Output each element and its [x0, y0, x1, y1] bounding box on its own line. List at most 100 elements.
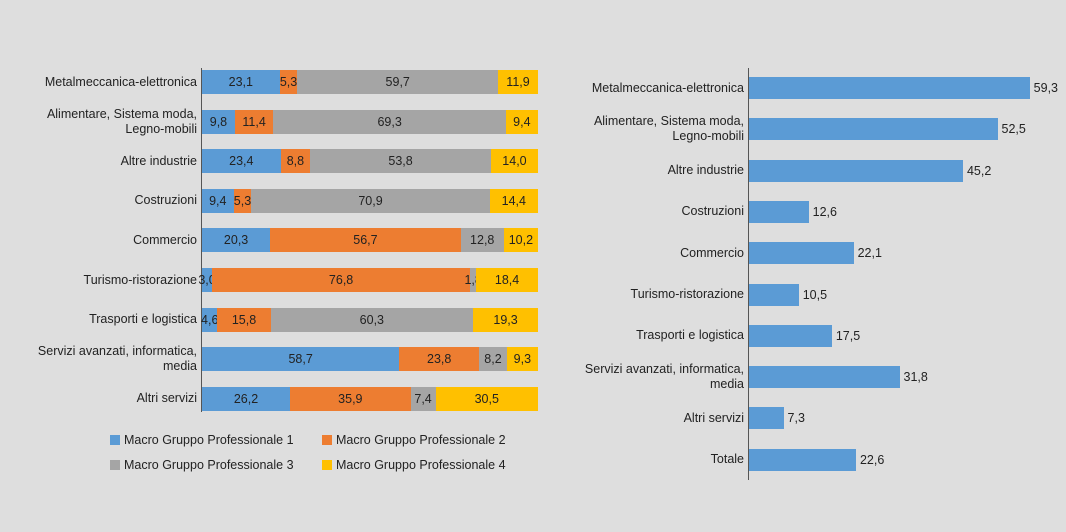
value-label: 4,6 [201, 312, 219, 327]
value-label: 76,8 [328, 273, 354, 287]
category-label: Altri servizi [136, 391, 197, 406]
bar-segment [473, 307, 538, 332]
legend-label: Macro Gruppo Professionale 3 [124, 458, 294, 472]
bar-segment [410, 386, 436, 411]
category-label: Altri servizi [683, 410, 744, 425]
bar-segment [280, 149, 311, 174]
bar [749, 448, 856, 471]
value-label: 10,5 [802, 287, 828, 302]
bar [749, 159, 963, 182]
bar-segment [479, 347, 507, 372]
legend-swatch [110, 435, 120, 445]
bar-segment [212, 268, 471, 292]
value-label: 23,1 [228, 75, 253, 89]
bar-segment [202, 70, 280, 94]
legend-swatch [322, 435, 332, 445]
bar [749, 242, 854, 265]
value-label: 5,3 [233, 193, 252, 208]
value-label: 15,8 [231, 312, 257, 327]
value-label: 17,5 [835, 328, 861, 343]
category-label: Alimentare, Sistema moda, Legno-mobili [46, 106, 197, 136]
legend-swatch [110, 460, 120, 470]
bar-segment [506, 109, 538, 134]
bar [749, 118, 998, 141]
category-label: Commercio [133, 232, 197, 247]
value-label: 8,2 [484, 352, 502, 367]
category-label: Turismo-ristorazione [630, 287, 744, 301]
value-label: 30,5 [474, 391, 499, 406]
value-label: 7,3 [787, 411, 805, 426]
bar [749, 407, 784, 430]
value-label: 12,6 [812, 204, 837, 219]
bar-segment [202, 347, 400, 372]
bar-segment [217, 307, 271, 332]
bar-segment [470, 268, 477, 292]
category-label: Servizi avanzati, informatica, media [584, 362, 744, 392]
value-label: 11,9 [506, 75, 530, 89]
value-label: 5,3 [279, 75, 298, 89]
category-label: Trasporti e logistica [636, 328, 744, 343]
category-label: Alimentare, Sistema moda, Legno-mobili [593, 114, 744, 144]
bar-segment [476, 268, 538, 292]
bar-segment [202, 109, 235, 134]
bar-segment [234, 109, 274, 134]
bar-segment [506, 347, 538, 372]
value-label: 9,4 [513, 114, 531, 129]
value-label: 14,4 [501, 193, 526, 208]
legend-label: Macro Gruppo Professionale 4 [336, 458, 506, 472]
value-label: 69,3 [377, 114, 402, 129]
bar [749, 366, 900, 389]
category-label: Metalmeccanica-elettronica [44, 74, 197, 89]
value-label: 7,4 [414, 391, 432, 406]
bar-segment [297, 70, 498, 94]
bar [749, 324, 832, 347]
bar-segment [489, 188, 538, 213]
value-label: 56,7 [353, 233, 378, 248]
category-label: Altre industrie [120, 153, 197, 168]
category-label: Altre industrie [667, 163, 744, 178]
bar-segment [251, 188, 490, 213]
value-label: 31,8 [903, 370, 928, 385]
bar-segment [279, 70, 298, 94]
value-label: 70,9 [358, 193, 383, 208]
value-label: 35,9 [338, 391, 363, 406]
category-label: Commercio [680, 245, 744, 260]
bar-segment [202, 386, 291, 411]
category-label: Costruzioni [681, 204, 744, 219]
bar-segment [310, 149, 491, 174]
value-label: 19,3 [493, 312, 518, 327]
value-label: 45,2 [966, 163, 992, 178]
bar-segment [273, 109, 507, 134]
bar-segment [503, 228, 538, 253]
value-label: 58,7 [288, 352, 313, 367]
bar-segment [270, 307, 474, 332]
value-label: 23,4 [229, 154, 254, 169]
legend-swatch [322, 460, 332, 470]
bar-segment [233, 188, 252, 213]
value-label: 3,0 [198, 273, 216, 287]
bar-segment [435, 386, 538, 411]
value-label: 18,4 [494, 273, 520, 287]
bar-segment [498, 70, 538, 94]
value-label: 23,8 [427, 352, 452, 367]
value-label: 60,3 [359, 312, 385, 327]
category-label: Costruzioni [134, 193, 197, 208]
value-label: 10,2 [508, 233, 534, 248]
value-label: 11,4 [242, 114, 266, 129]
value-label: 53,8 [388, 154, 413, 169]
category-label: Trasporti e logistica [89, 312, 197, 327]
bar [749, 77, 1030, 99]
bar-segment [202, 268, 213, 292]
category-label: Metalmeccanica-elettronica [591, 80, 744, 95]
bar-segment [399, 347, 480, 372]
bar-segment [270, 228, 461, 253]
value-label: 59,3 [1033, 81, 1059, 95]
value-label: 26,2 [233, 391, 259, 406]
bar-segment [490, 149, 538, 174]
value-label: 8,8 [286, 154, 305, 169]
bar-segment [202, 307, 218, 332]
value-label: 22,1 [857, 246, 882, 261]
legend-label: Macro Gruppo Professionale 1 [124, 433, 294, 447]
axis-line [201, 68, 202, 412]
